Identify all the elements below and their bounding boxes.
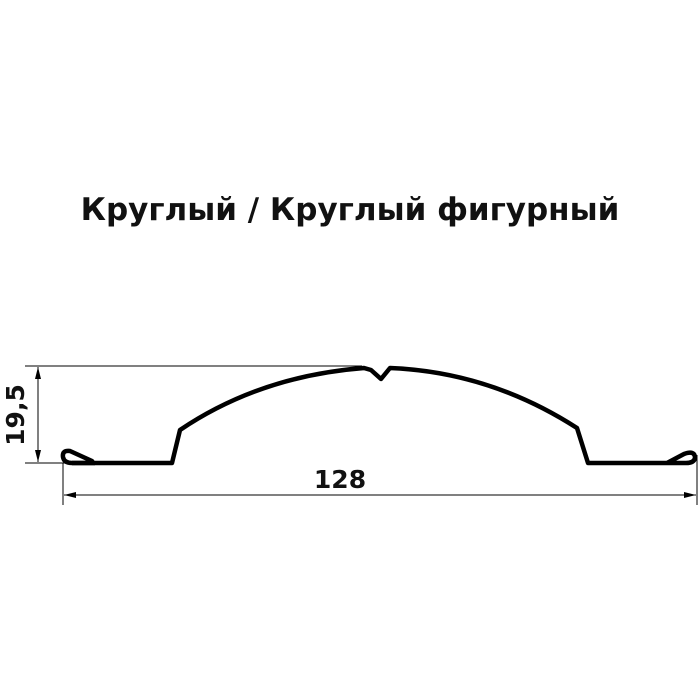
profile-outline [60, 365, 698, 466]
diagram-title: Круглый / Круглый фигурный [80, 192, 620, 228]
height-label: 19,5 [1, 384, 30, 446]
width-label: 128 [314, 465, 366, 494]
